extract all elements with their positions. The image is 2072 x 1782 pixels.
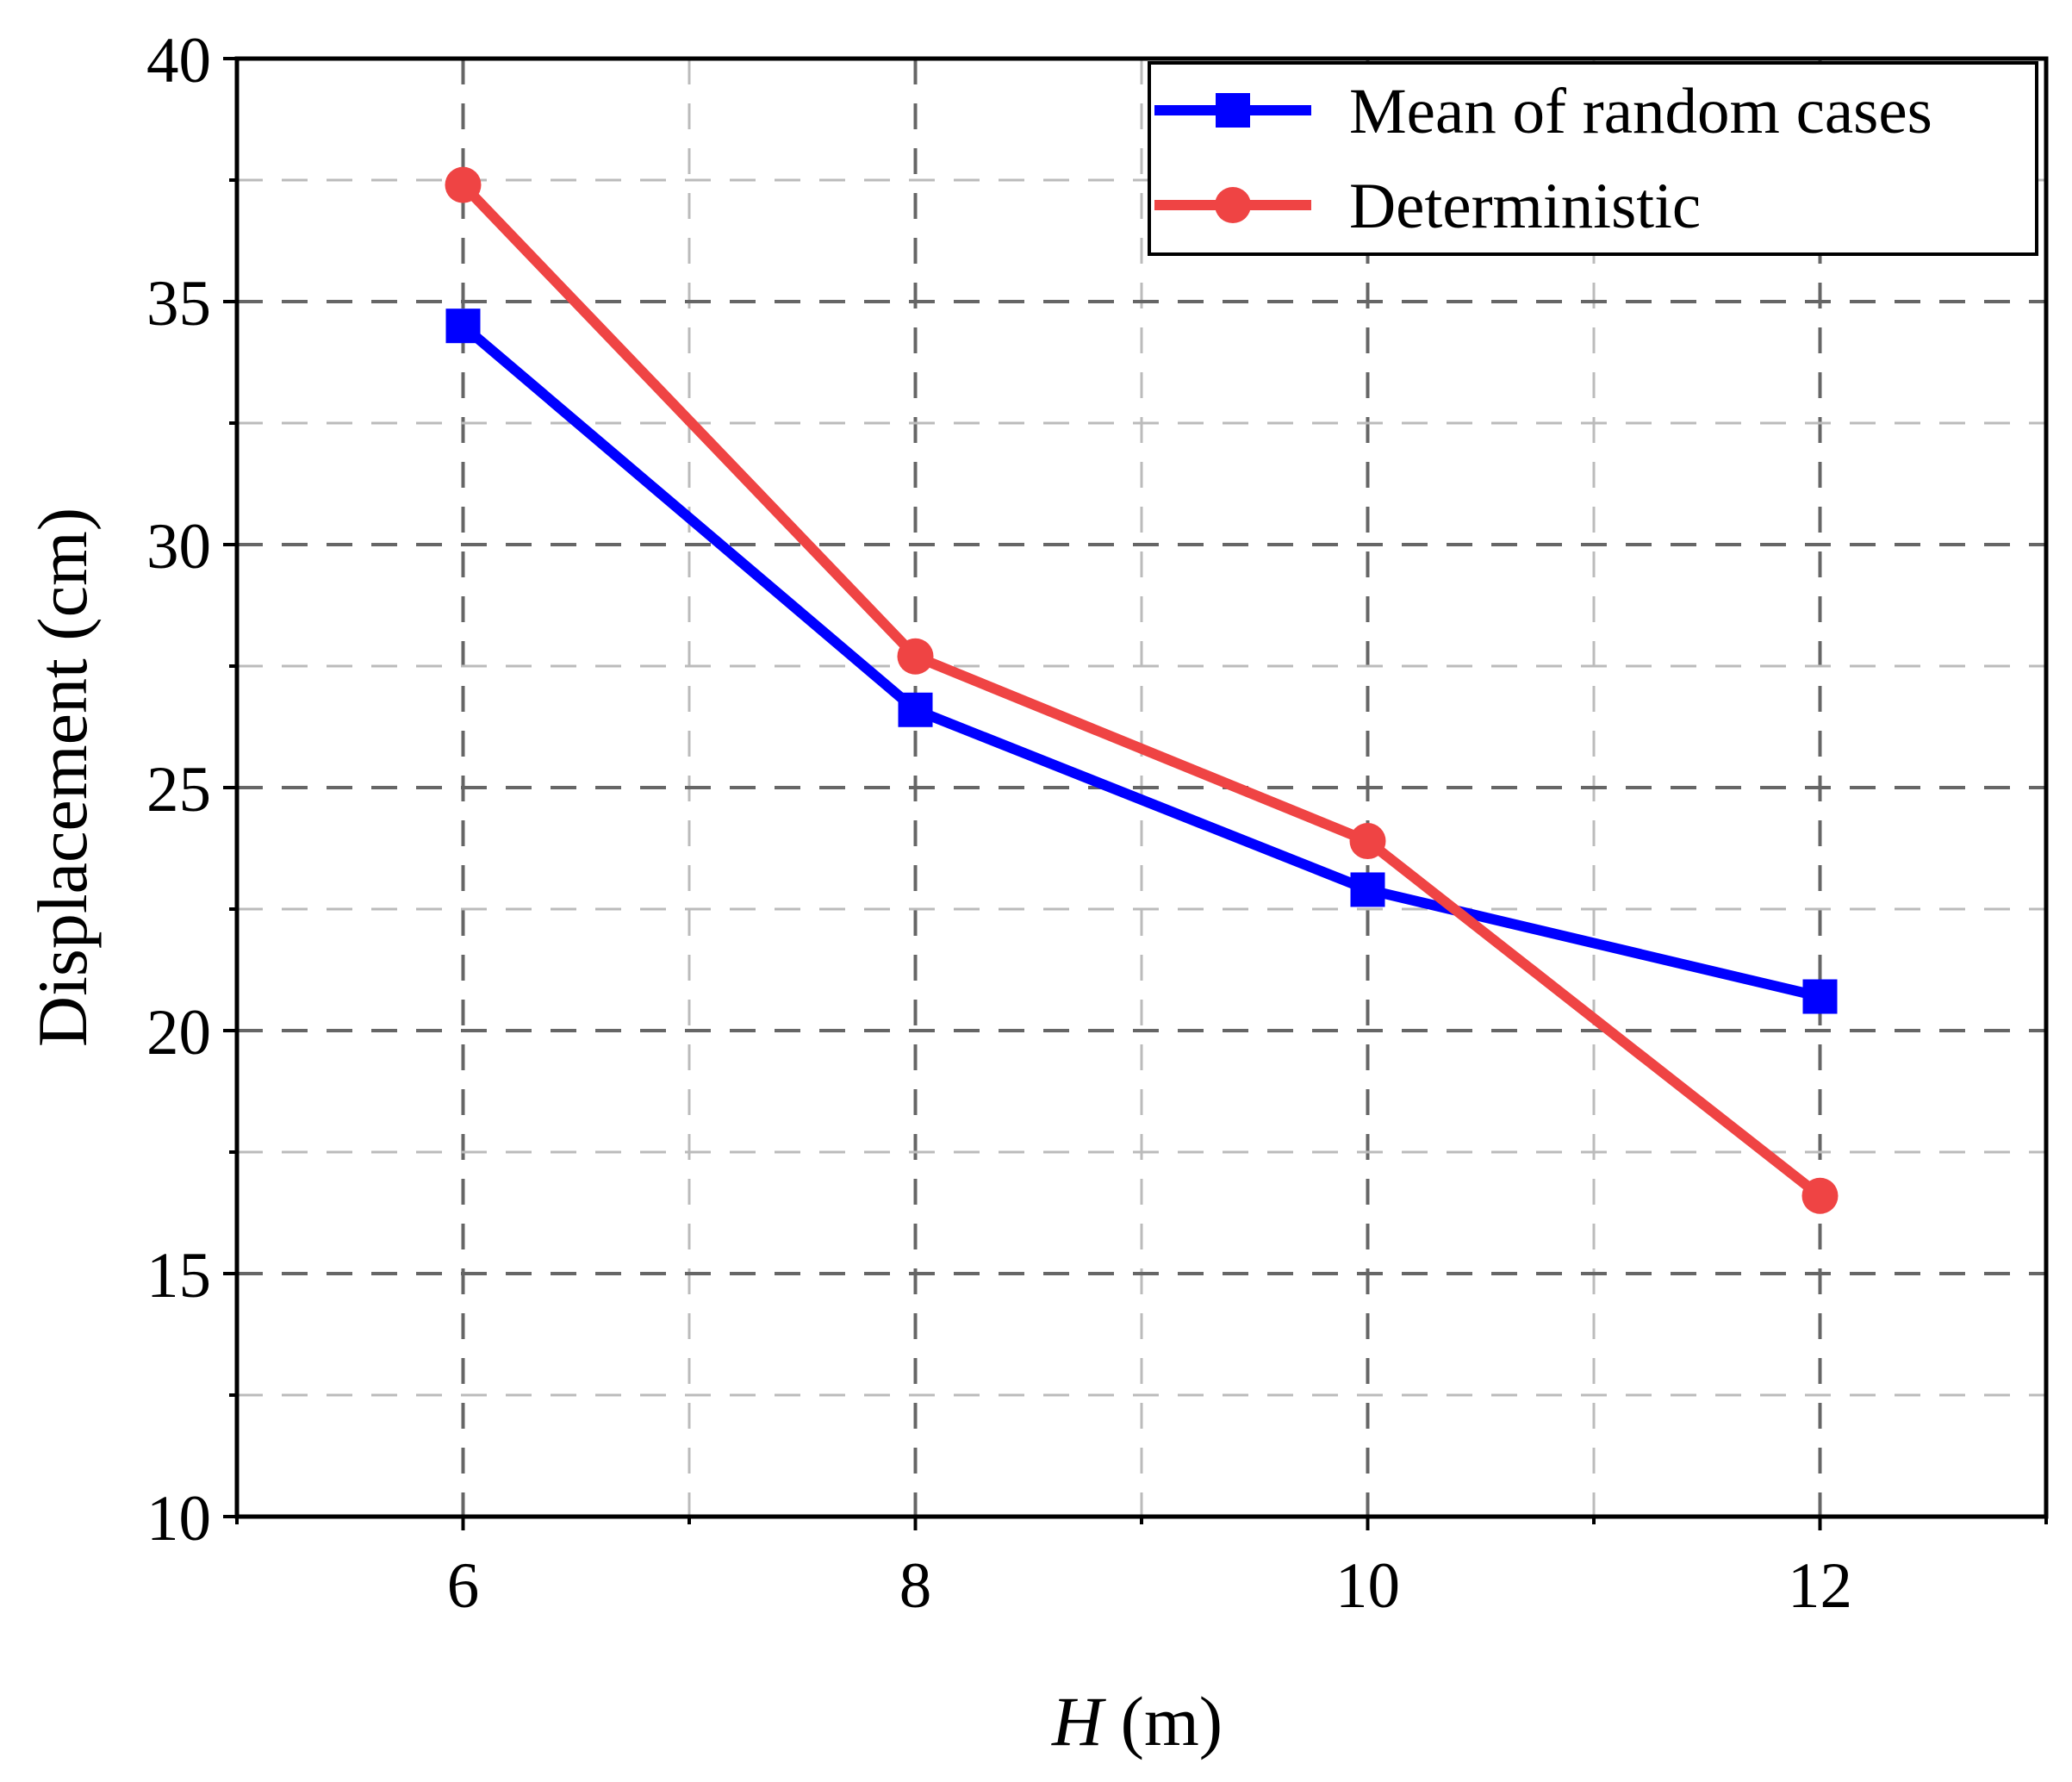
legend-entry-mean-of-random-cases: Mean of random cases — [1154, 76, 1932, 147]
x-axis-unit: (m) — [1103, 1682, 1223, 1760]
y-tick-label: 10 — [146, 1483, 211, 1555]
y-tick-label: 15 — [146, 1240, 211, 1312]
data-point-circle — [445, 166, 482, 203]
x-axis-variable: H — [1051, 1682, 1106, 1760]
legend-entry-deterministic: Deterministic — [1154, 171, 1701, 242]
data-point-circle — [1349, 823, 1386, 860]
data-point-circle — [1801, 1177, 1839, 1214]
series-deterministic — [445, 166, 1839, 1214]
y-tick-label: 20 — [146, 997, 211, 1069]
y-tick-label: 35 — [146, 268, 211, 340]
legend-marker-square — [1216, 93, 1250, 128]
x-tick-label: 8 — [899, 1550, 932, 1622]
y-tick-label: 25 — [146, 754, 211, 826]
x-tick-label: 10 — [1335, 1550, 1400, 1622]
legend-box — [1148, 61, 2038, 256]
x-tick-label: 12 — [1788, 1550, 1852, 1622]
data-point-square — [1350, 872, 1385, 907]
series-line — [459, 321, 1821, 1002]
x-axis-title: H (m) — [1051, 1682, 1223, 1760]
data-point-square — [898, 692, 933, 727]
ticks — [223, 57, 2048, 1530]
data-point-square — [445, 308, 481, 344]
y-tick-label: 40 — [146, 25, 211, 97]
y-axis-title: Displacement (cm) — [23, 508, 102, 1047]
tick-labels: 6 8 10 12 10 15 20 25 30 35 40 — [146, 25, 1852, 1622]
x-tick-label: 6 — [447, 1550, 480, 1622]
legend: Mean of random cases Deterministic — [1148, 61, 2038, 256]
grid — [237, 59, 2046, 1517]
legend-label-mean-of-random-cases: Mean of random cases — [1349, 76, 1932, 147]
series-layer — [445, 166, 1839, 1214]
legend-marker-circle — [1215, 187, 1251, 223]
legend-label-deterministic: Deterministic — [1349, 171, 1701, 242]
data-point-circle — [897, 638, 934, 675]
series-mean-of-random-cases — [445, 308, 1838, 1014]
data-point-square — [1802, 979, 1838, 1014]
y-tick-label: 30 — [146, 511, 211, 583]
series-line — [459, 181, 1824, 1200]
